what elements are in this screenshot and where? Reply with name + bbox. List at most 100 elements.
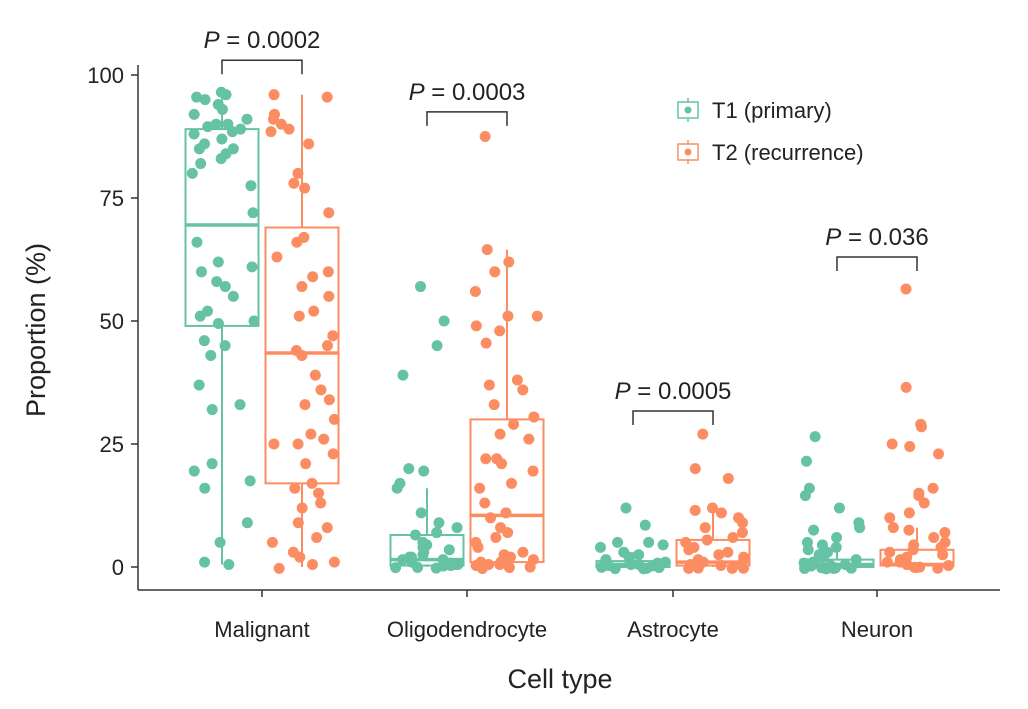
data-point [939,527,951,539]
y-tick-label: 100 [87,63,124,88]
data-point [193,379,205,391]
p-value: = 0.0003 [425,79,526,106]
data-point [215,153,227,165]
data-point [808,524,820,536]
legend-label: T1 (primary) [712,98,832,123]
x-axis-label: Cell type [507,664,612,694]
data-point [296,502,308,514]
data-point [202,121,214,133]
data-point [683,544,695,556]
data-point [830,541,842,553]
data-point [438,315,450,327]
data-point [313,487,325,499]
data-point [198,335,210,347]
data-point [485,512,497,524]
data-point [219,281,231,293]
data-point [289,482,301,494]
box-iqr [389,534,465,567]
data-point [265,126,277,138]
box-1-1 [469,249,545,567]
data-point [722,472,734,484]
data-point [321,340,333,352]
box-iqr [675,538,751,567]
x-tick-label: Neuron [841,617,913,642]
data-point [403,463,415,475]
data-point [937,549,949,561]
data-point [244,475,256,487]
x-tick-label: Malignant [214,617,309,642]
data-point [409,529,421,541]
data-point [199,482,211,494]
data-point [736,527,748,539]
data-point [699,522,711,534]
data-point [910,562,922,574]
data-point [241,113,253,125]
data-point [697,428,709,440]
data-point [816,562,828,574]
significance-bracket [221,59,303,75]
data-point [609,563,621,575]
data-point [884,546,896,558]
data-point [833,502,845,514]
data-point [292,517,304,529]
data-point [323,394,335,406]
data-point [214,536,226,548]
box-iqr [264,226,340,485]
data-point [809,431,821,443]
data-point [234,399,246,411]
data-point [210,118,222,130]
data-point [643,536,655,548]
data-point [296,349,308,361]
legend-label: T2 (recurrence) [712,140,864,165]
data-point [299,399,311,411]
data-point [271,251,283,263]
data-point [831,531,843,543]
data-point [306,559,318,571]
data-point [191,91,203,103]
data-point [505,551,517,563]
data-point [226,126,238,138]
p-symbol: P [204,27,220,54]
data-point [474,482,486,494]
data-point [294,551,306,563]
data-point [315,384,327,396]
data-point [303,138,315,150]
significance-bracket [836,256,918,272]
data-point [417,549,429,561]
data-point [193,143,205,155]
data-point [639,519,651,531]
data-point [293,310,305,322]
y-tick-label: 0 [112,555,124,580]
data-point [268,89,280,101]
data-point [799,490,811,502]
data-point [199,94,211,106]
data-point [496,458,508,470]
data-point [918,497,930,509]
data-point [653,562,665,574]
y-tick-label: 25 [100,432,124,457]
data-point [211,276,223,288]
box-iqr [469,418,545,564]
data-point [308,305,320,317]
data-point [799,563,811,575]
data-point [528,411,540,423]
data-point [494,325,506,337]
data-point [517,384,529,396]
data-point [625,559,637,571]
data-point [531,310,543,322]
p-value-label: P = 0.0002 [204,27,321,54]
data-point [305,428,317,440]
data-point [205,349,217,361]
data-point [854,522,866,534]
data-point [433,517,445,529]
data-point [715,507,727,519]
data-point [915,421,927,433]
data-point [296,281,308,293]
data-point [268,438,280,450]
data-point [488,399,500,411]
data-point [503,562,515,574]
data-point [503,256,515,268]
data-point [216,103,228,115]
